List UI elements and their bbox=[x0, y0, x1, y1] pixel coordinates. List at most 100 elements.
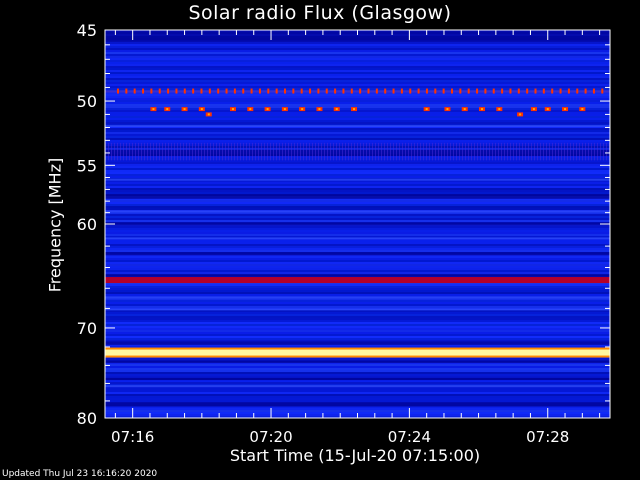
noise-stripe bbox=[105, 134, 610, 136]
dark-band bbox=[105, 274, 610, 278]
noise-stripe bbox=[105, 68, 610, 70]
burst-core bbox=[200, 108, 203, 111]
striping bbox=[300, 142, 301, 161]
dark-band bbox=[105, 360, 610, 364]
noise-stripe bbox=[105, 292, 610, 294]
striping bbox=[189, 142, 190, 161]
spike-mark bbox=[350, 88, 353, 94]
chart-title: Solar radio Flux (Glasgow) bbox=[188, 2, 452, 24]
spike-mark bbox=[258, 88, 261, 94]
spike-mark bbox=[584, 88, 587, 94]
noise-stripe bbox=[105, 166, 610, 168]
striping bbox=[216, 142, 217, 161]
spike-mark bbox=[451, 88, 453, 94]
noise-stripe bbox=[105, 170, 610, 172]
striping bbox=[483, 142, 484, 161]
spike-mark bbox=[467, 88, 470, 94]
striping bbox=[498, 142, 499, 161]
noise-stripe bbox=[105, 302, 610, 304]
noise-stripe bbox=[105, 376, 610, 378]
striping bbox=[219, 142, 220, 161]
noise-stripe bbox=[105, 206, 610, 208]
noise-stripe bbox=[105, 286, 610, 288]
spike-mark bbox=[484, 88, 487, 94]
noise-stripe bbox=[105, 256, 610, 258]
striping bbox=[501, 142, 502, 161]
spike-mark bbox=[275, 88, 278, 94]
noise-stripe bbox=[105, 320, 610, 322]
striping bbox=[549, 142, 550, 161]
noise-stripe bbox=[105, 140, 610, 142]
striping bbox=[393, 142, 394, 161]
striping bbox=[120, 142, 121, 161]
light-band bbox=[105, 385, 610, 388]
striping bbox=[207, 142, 208, 161]
noise-stripe bbox=[105, 184, 610, 186]
striping bbox=[237, 142, 238, 161]
dark-band bbox=[105, 194, 610, 199]
noise-stripe bbox=[105, 190, 610, 192]
x-axis-label: Start Time (15-Jul-20 07:15:00) bbox=[229, 446, 481, 465]
noise-stripe bbox=[105, 340, 610, 342]
noise-stripe bbox=[105, 236, 610, 238]
burst-core bbox=[519, 113, 522, 116]
noise-stripe bbox=[105, 358, 610, 360]
striping bbox=[462, 142, 463, 161]
noise-stripe bbox=[105, 370, 610, 372]
noise-stripe bbox=[105, 122, 610, 124]
striping bbox=[342, 142, 343, 161]
noise-stripe bbox=[105, 390, 610, 392]
striping bbox=[477, 142, 478, 161]
noise-stripe bbox=[105, 100, 610, 102]
striping bbox=[546, 142, 547, 161]
striping bbox=[231, 142, 232, 161]
y-tick-label: 50 bbox=[77, 92, 97, 111]
noise-stripe bbox=[105, 54, 610, 56]
noise-stripe bbox=[105, 80, 610, 82]
noise-stripe bbox=[105, 336, 610, 338]
dark-band bbox=[105, 222, 610, 226]
noise-stripe bbox=[105, 338, 610, 340]
noise-stripe bbox=[105, 58, 610, 60]
noise-stripe bbox=[105, 216, 610, 218]
striping bbox=[432, 142, 433, 161]
spike-mark bbox=[200, 88, 203, 94]
striping bbox=[150, 142, 151, 161]
burst-core bbox=[207, 113, 210, 116]
striping bbox=[594, 142, 595, 161]
striping bbox=[294, 142, 295, 161]
noise-stripe bbox=[105, 64, 610, 66]
striping bbox=[516, 142, 517, 161]
spike-mark bbox=[300, 88, 303, 94]
striping bbox=[261, 142, 262, 161]
striping bbox=[339, 142, 340, 161]
burst-core bbox=[532, 108, 535, 111]
noise-stripe bbox=[105, 260, 610, 262]
x-tick-label: 07:20 bbox=[249, 428, 292, 446]
spike-mark bbox=[175, 88, 178, 94]
noise-stripe bbox=[105, 212, 610, 214]
striping bbox=[210, 142, 211, 161]
striping bbox=[447, 142, 448, 161]
noise-stripe bbox=[105, 74, 610, 76]
striping bbox=[570, 142, 571, 161]
noise-stripe bbox=[105, 114, 610, 116]
noise-stripe bbox=[105, 294, 610, 296]
burst-core bbox=[546, 108, 549, 111]
striping bbox=[156, 142, 157, 161]
noise-stripe bbox=[105, 84, 610, 86]
noise-stripe bbox=[105, 374, 610, 376]
noise-stripe bbox=[105, 138, 610, 140]
striping bbox=[576, 142, 577, 161]
striping bbox=[507, 142, 508, 161]
striping bbox=[465, 142, 466, 161]
striping bbox=[567, 142, 568, 161]
spike-mark bbox=[125, 88, 128, 94]
noise-stripe bbox=[105, 46, 610, 48]
x-tick-label: 07:24 bbox=[388, 428, 431, 446]
striping bbox=[372, 142, 373, 161]
noise-stripe bbox=[105, 304, 610, 306]
striping bbox=[510, 142, 511, 161]
striping bbox=[588, 142, 589, 161]
striping bbox=[213, 142, 214, 161]
